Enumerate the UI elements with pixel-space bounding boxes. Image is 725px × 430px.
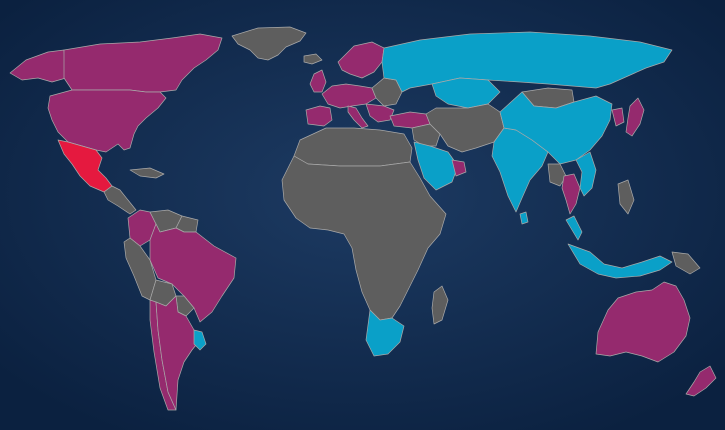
central-america-region (103, 185, 137, 215)
korea-region (611, 107, 625, 127)
indonesia-region (567, 243, 673, 279)
brazil-region (149, 223, 237, 323)
sri-lanka-region (519, 211, 529, 225)
usa-region (47, 89, 167, 153)
iran-central-asia-region (425, 103, 505, 153)
argentina-region (155, 295, 201, 411)
caribbean-region (129, 167, 165, 179)
vietnam-region (575, 151, 597, 197)
greenland-region (231, 26, 307, 61)
uruguay-region (193, 329, 207, 351)
papua-region (671, 251, 701, 275)
scandinavia-region (337, 41, 385, 79)
malaysia-region (565, 215, 583, 241)
balkans-region (365, 103, 395, 123)
madagascar-region (431, 285, 449, 325)
japan-region (625, 97, 645, 137)
iceland-region (303, 53, 323, 65)
africa-region (281, 155, 447, 321)
china-region (499, 91, 613, 165)
thailand-region (561, 173, 581, 215)
saudi-arabia-region (413, 141, 459, 191)
italy-region (347, 105, 369, 129)
new-zealand-region (685, 365, 717, 397)
gulf-states-region (451, 159, 467, 177)
south-africa-region (365, 309, 405, 357)
philippines-region (617, 179, 635, 215)
mexico-region (57, 139, 113, 193)
uk-ireland-region (309, 69, 327, 93)
russia-region (381, 31, 673, 93)
iberia-region (305, 105, 333, 127)
australia-region (595, 281, 691, 363)
